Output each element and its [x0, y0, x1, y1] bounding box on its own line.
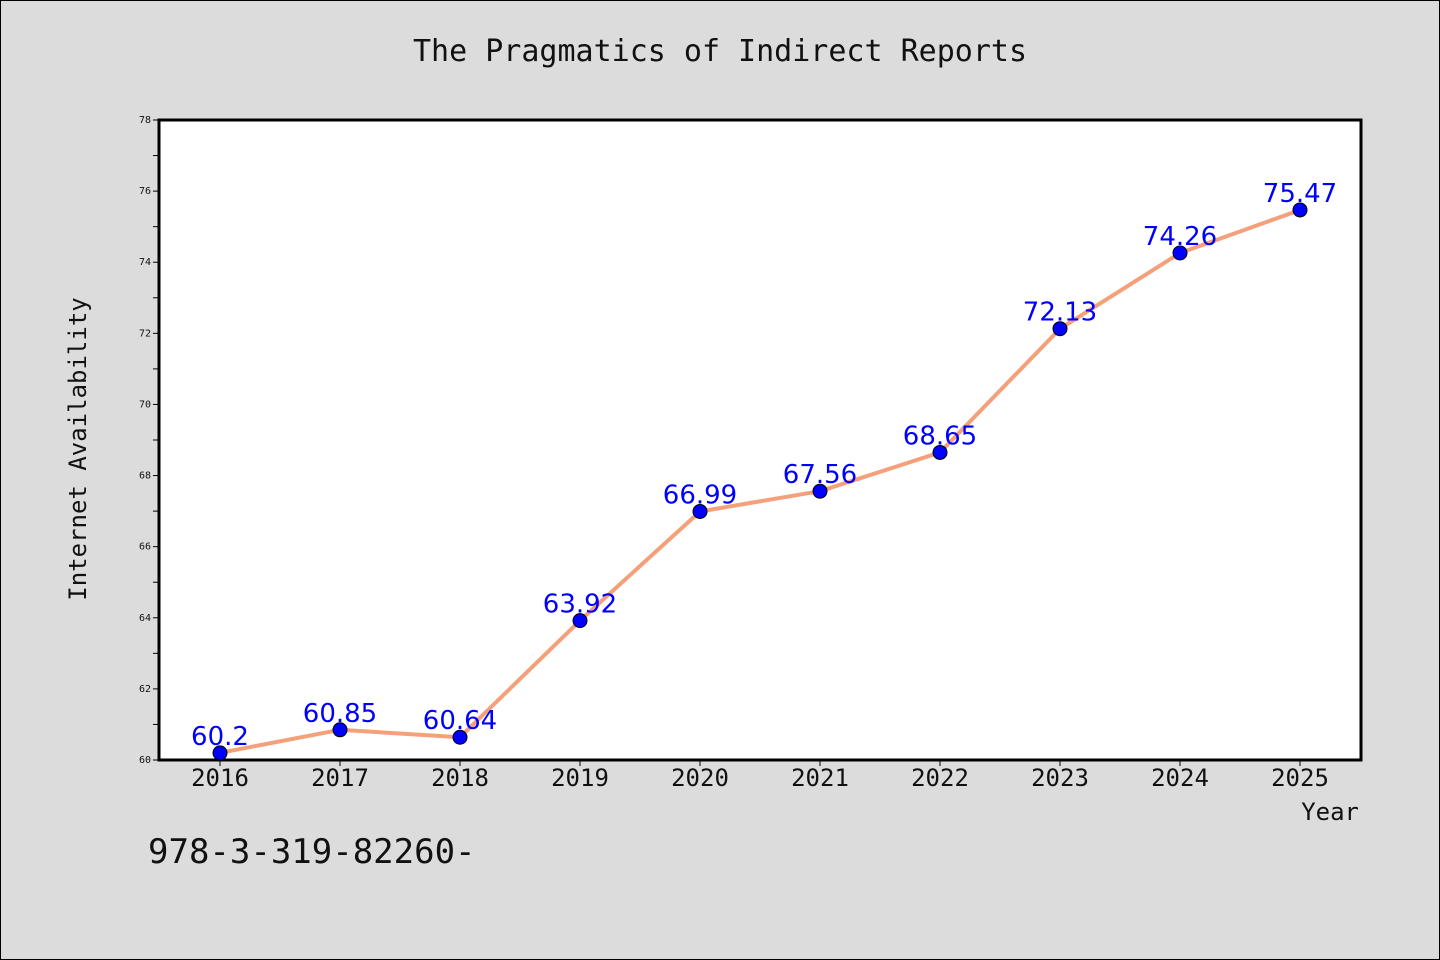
- y-axis: 60 62 64 66 68 70 72 74 76 78: [139, 115, 159, 766]
- data-label: 72.13: [1023, 298, 1097, 328]
- y-tick-label: 60: [139, 755, 151, 766]
- data-label: 66.99: [663, 480, 737, 510]
- plot-area: [157, 118, 1363, 762]
- data-label: 75.47: [1263, 179, 1337, 209]
- data-point: [692, 503, 708, 519]
- y-tick-label: 72: [139, 328, 151, 339]
- y-tick-label: 62: [139, 684, 151, 695]
- series-line: [219, 208, 1301, 755]
- x-tick-label: 2017: [311, 764, 369, 792]
- data-point: [932, 444, 948, 460]
- data-label: 68.65: [903, 421, 977, 451]
- x-tick-label: 2021: [791, 764, 849, 792]
- footer-code: 978-3-319-82260-: [148, 832, 476, 872]
- data-point: [212, 745, 228, 761]
- y-axis-title: Internet Availability: [64, 297, 92, 600]
- data-label: 60.64: [423, 706, 497, 736]
- x-tick-label: 2018: [431, 764, 489, 792]
- y-tick-label: 78: [139, 115, 151, 126]
- x-tick-label: 2024: [1151, 764, 1209, 792]
- data-label: 60.2: [191, 722, 249, 752]
- y-tick-label: 70: [139, 399, 151, 410]
- data-point: [812, 483, 828, 499]
- x-axis-title: Year: [1301, 798, 1359, 826]
- y-tick-label: 68: [139, 471, 151, 482]
- chart-title: The Pragmatics of Indirect Reports: [412, 34, 1028, 69]
- data-label: 63.92: [543, 590, 617, 620]
- data-point: [1172, 245, 1188, 261]
- y-tick-label: 76: [139, 186, 151, 197]
- y-tick-label: 64: [139, 613, 151, 624]
- x-tick-label: 2025: [1271, 764, 1329, 792]
- data-point: [1292, 202, 1308, 218]
- x-axis: 2016 2017 2018 2019 2020 2021 2022 2023 2024 2025: [191, 760, 1329, 792]
- x-tick-label: 2019: [551, 764, 609, 792]
- x-tick-label: 2020: [671, 764, 729, 792]
- data-point: [452, 729, 468, 745]
- series-layer: 60.2 60.85 60.64 63.92 66.99 67.56 68.65 72.13 7…: [191, 179, 1337, 761]
- data-point: [572, 613, 588, 629]
- data-label: 67.56: [783, 460, 857, 490]
- data-point: [1052, 321, 1068, 337]
- x-tick-label: 2022: [911, 764, 969, 792]
- x-tick-label: 2023: [1031, 764, 1089, 792]
- data-label: 60.85: [303, 699, 377, 729]
- y-tick-label: 74: [139, 257, 151, 268]
- data-label: 74.26: [1143, 222, 1217, 252]
- y-tick-label: 66: [139, 542, 151, 553]
- x-tick-label: 2016: [191, 764, 249, 792]
- data-point: [332, 722, 348, 738]
